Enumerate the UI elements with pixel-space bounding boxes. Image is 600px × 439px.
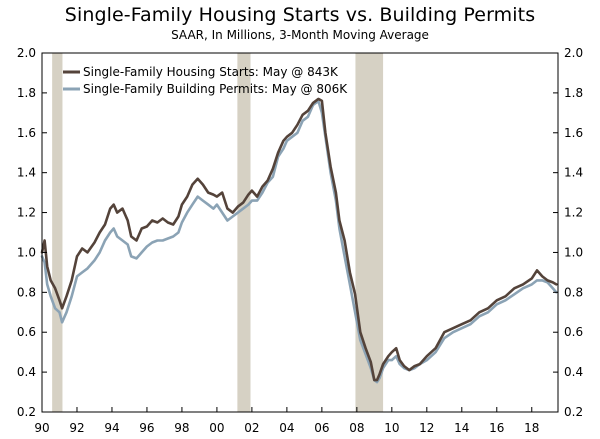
- series-line-starts: [40, 97, 558, 382]
- y-tick-label-left: 1.2: [17, 206, 36, 220]
- y-tick-label-left: 0.4: [17, 365, 36, 379]
- recession-band-2: [355, 53, 384, 412]
- legend-label-starts: Single-Family Housing Starts: May @ 843K: [83, 65, 339, 79]
- y-tick-label-right: 1.2: [564, 206, 583, 220]
- y-tick-label-left: 1.0: [17, 245, 36, 259]
- x-tick-label: 16: [489, 421, 504, 435]
- x-tick-label: 12: [419, 421, 434, 435]
- chart-subtitle: SAAR, In Millions, 3-Month Moving Averag…: [171, 28, 429, 42]
- x-tick-label: 00: [209, 421, 224, 435]
- y-tick-label-right: 1.4: [564, 166, 583, 180]
- y-tick-label-left: 0.2: [17, 405, 36, 419]
- legend: Single-Family Housing Starts: May @ 843K…: [63, 65, 348, 96]
- y-tick-label-left: 0.8: [17, 285, 36, 299]
- y-tick-label-right: 0.6: [564, 325, 583, 339]
- chart-title: Single-Family Housing Starts vs. Buildin…: [64, 4, 536, 26]
- series-line-permits: [40, 99, 558, 384]
- x-tick-label: 18: [524, 421, 539, 435]
- y-tick-label-right: 1.6: [564, 126, 583, 140]
- x-tick-label: 98: [174, 421, 189, 435]
- x-tick-label: 02: [244, 421, 259, 435]
- axis-ticks: 0.2 0.2 0.4 0.4 0.6 0.6 0.8 0.8 1.0 1.0 1.2 1.2 1.4 1…: [17, 46, 583, 435]
- x-tick-label: 90: [34, 421, 49, 435]
- y-tick-label-left: 1.4: [17, 166, 36, 180]
- x-tick-label: 96: [139, 421, 154, 435]
- y-tick-label-right: 0.2: [564, 405, 583, 419]
- x-tick-label: 06: [314, 421, 329, 435]
- y-tick-label-right: 0.8: [564, 285, 583, 299]
- plot-frame: [41, 52, 559, 413]
- x-tick-label: 04: [279, 421, 294, 435]
- recession-band-0: [52, 53, 63, 412]
- y-tick-label-right: 1.0: [564, 245, 583, 259]
- y-tick-label-left: 0.6: [17, 325, 36, 339]
- y-tick-label-left: 1.8: [17, 86, 36, 100]
- x-tick-label: 94: [104, 421, 119, 435]
- y-tick-label-right: 2.0: [564, 46, 583, 60]
- x-tick-label: 14: [454, 421, 469, 435]
- recession-bands: [52, 53, 384, 412]
- recession-band-1: [237, 53, 251, 412]
- y-tick-label-right: 0.4: [564, 365, 583, 379]
- y-tick-label-left: 1.6: [17, 126, 36, 140]
- y-tick-label-right: 1.8: [564, 86, 583, 100]
- x-tick-label: 08: [349, 421, 364, 435]
- legend-label-permits: Single-Family Building Permits: May @ 80…: [83, 82, 348, 96]
- series-lines: [40, 97, 558, 384]
- y-tick-label-left: 2.0: [17, 46, 36, 60]
- x-tick-label: 10: [384, 421, 399, 435]
- x-tick-label: 92: [69, 421, 84, 435]
